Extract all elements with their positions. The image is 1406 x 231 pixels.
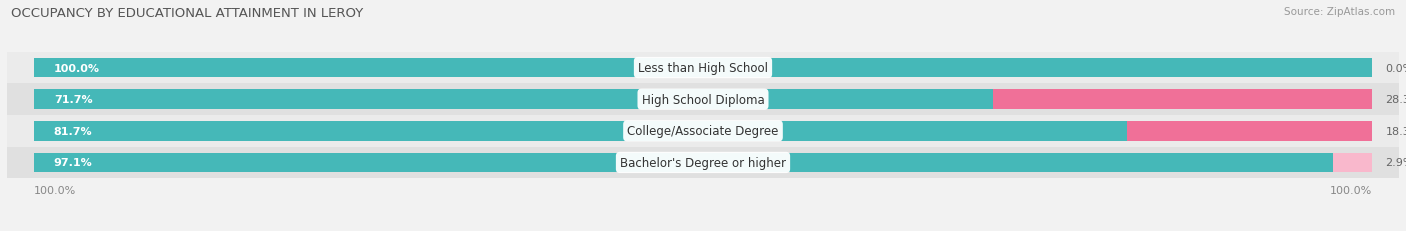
Text: High School Diploma: High School Diploma: [641, 93, 765, 106]
Bar: [34, 153, 1372, 173]
Bar: [34, 90, 994, 109]
Bar: [34, 90, 1372, 109]
Text: College/Associate Degree: College/Associate Degree: [627, 125, 779, 138]
Bar: [34, 153, 1333, 173]
Bar: [1333, 153, 1372, 173]
Text: 81.7%: 81.7%: [53, 126, 93, 136]
Bar: [34, 122, 1372, 141]
Bar: [7, 147, 1399, 179]
Bar: [7, 52, 1399, 84]
Bar: [7, 116, 1399, 147]
Text: Bachelor's Degree or higher: Bachelor's Degree or higher: [620, 156, 786, 169]
Text: 18.3%: 18.3%: [1385, 126, 1406, 136]
Text: 71.7%: 71.7%: [53, 95, 93, 105]
Bar: [34, 58, 1372, 78]
Text: 2.9%: 2.9%: [1385, 158, 1406, 168]
Text: 100.0%: 100.0%: [34, 185, 76, 195]
Text: 0.0%: 0.0%: [1385, 63, 1406, 73]
Text: Less than High School: Less than High School: [638, 62, 768, 75]
Text: 100.0%: 100.0%: [53, 63, 100, 73]
Text: Source: ZipAtlas.com: Source: ZipAtlas.com: [1284, 7, 1395, 17]
Text: 97.1%: 97.1%: [53, 158, 93, 168]
Bar: [34, 122, 1128, 141]
Text: 28.3%: 28.3%: [1385, 95, 1406, 105]
Bar: [1128, 122, 1372, 141]
Text: 100.0%: 100.0%: [1330, 185, 1372, 195]
Bar: [994, 90, 1372, 109]
Bar: [7, 84, 1399, 116]
Bar: [34, 58, 1372, 78]
Text: OCCUPANCY BY EDUCATIONAL ATTAINMENT IN LEROY: OCCUPANCY BY EDUCATIONAL ATTAINMENT IN L…: [11, 7, 364, 20]
